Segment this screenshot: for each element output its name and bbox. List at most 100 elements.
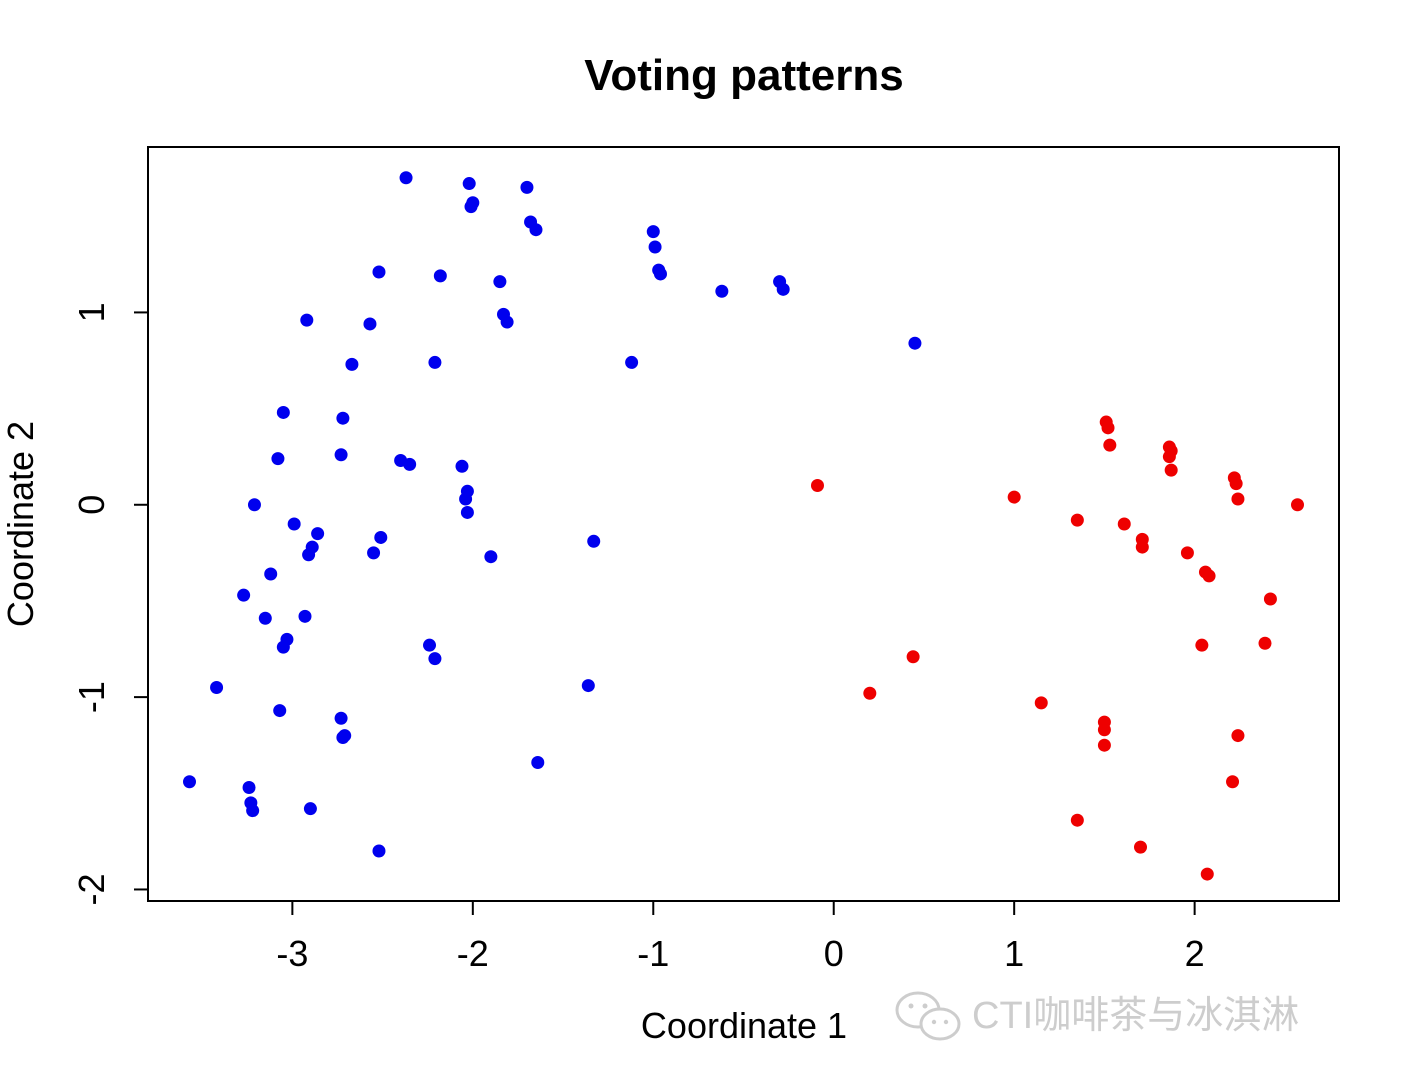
data-point (581, 679, 595, 693)
data-point (1034, 696, 1048, 710)
x-axis-label: Coordinate 1 (641, 1005, 847, 1046)
y-axis: -2 -1 0 1 (71, 302, 149, 905)
data-point (776, 282, 790, 296)
data-point (908, 336, 922, 350)
data-point (367, 546, 381, 560)
data-point (1101, 421, 1115, 435)
data-point (334, 711, 348, 725)
data-point (906, 650, 920, 664)
data-point (1231, 492, 1245, 506)
y-tick-label: -2 (71, 873, 112, 905)
data-point (338, 729, 352, 743)
data-point (493, 275, 507, 289)
data-point (459, 492, 473, 506)
watermark-text: CTI咖啡茶与冰淇淋 (972, 995, 1299, 1037)
data-point (334, 448, 348, 462)
data-point (1263, 592, 1277, 606)
data-point (298, 609, 312, 623)
y-tick-label: 1 (71, 302, 112, 322)
data-point (183, 775, 197, 789)
data-point (372, 265, 386, 279)
data-point (273, 704, 287, 718)
data-point (460, 505, 474, 519)
data-point (1162, 450, 1176, 464)
data-point (466, 196, 480, 210)
data-point (428, 652, 442, 666)
x-tick-label: -2 (457, 933, 489, 974)
data-point (500, 315, 514, 329)
data-point (1226, 775, 1240, 789)
data-point (646, 225, 660, 239)
data-point (1070, 813, 1084, 827)
y-tick-label: -1 (71, 681, 112, 713)
chart-title: Voting patterns (584, 51, 903, 100)
data-point (1135, 540, 1149, 554)
data-point (1202, 569, 1216, 583)
data-point (210, 680, 224, 694)
data-point (403, 457, 417, 471)
x-tick-label: -3 (276, 933, 308, 974)
data-point (1290, 498, 1304, 512)
data-point (303, 802, 317, 816)
data-point (648, 240, 662, 254)
data-point (1258, 636, 1272, 650)
plot-frame (147, 146, 1340, 902)
x-tick-label: -1 (637, 933, 669, 974)
data-point (242, 781, 256, 795)
data-point (484, 550, 498, 564)
data-point (531, 756, 545, 770)
x-axis: -3 -2 -1 0 1 2 (276, 900, 1205, 974)
y-tick-label: 0 (71, 495, 112, 515)
data-point (1097, 723, 1111, 737)
data-point (1070, 513, 1084, 527)
data-point (653, 267, 667, 281)
data-point (287, 517, 301, 531)
data-point (1195, 638, 1209, 652)
wechat-icon (895, 991, 961, 1041)
data-point (1231, 729, 1245, 743)
data-point (271, 452, 285, 466)
data-point (302, 548, 316, 562)
data-point (1117, 517, 1131, 531)
x-tick-label: 1 (1004, 933, 1024, 974)
data-point (311, 527, 325, 541)
data-point (529, 223, 543, 237)
data-point (399, 171, 413, 185)
data-point (423, 638, 437, 652)
data-point (363, 317, 377, 331)
data-point (1097, 738, 1111, 752)
x-tick-label: 0 (824, 933, 844, 974)
data-point (1164, 463, 1178, 477)
data-point (520, 180, 534, 194)
data-point (587, 534, 601, 548)
data-point (300, 313, 314, 327)
data-point (1134, 840, 1147, 854)
data-point (372, 844, 386, 858)
data-point (247, 498, 261, 512)
data-point (276, 640, 290, 654)
data-point (1103, 438, 1117, 452)
data-point (237, 588, 251, 602)
data-point (336, 411, 350, 425)
x-tick-label: 2 (1185, 933, 1205, 974)
data-point (345, 357, 359, 371)
data-point (258, 611, 272, 625)
data-point (276, 405, 290, 419)
data-point (374, 530, 388, 544)
data-point (715, 284, 729, 298)
data-point (264, 567, 278, 581)
data-point (1007, 490, 1021, 504)
data-point (1180, 546, 1194, 560)
data-point (1229, 477, 1243, 491)
data-point (462, 177, 476, 191)
data-point (428, 355, 442, 369)
data-point (863, 686, 877, 700)
data-point (1200, 867, 1214, 881)
data-point (455, 459, 469, 473)
watermark: CTI咖啡茶与冰淇淋 (895, 991, 1299, 1041)
data-point (246, 804, 260, 818)
y-axis-label: Coordinate 2 (0, 421, 41, 627)
data-point (433, 269, 447, 283)
data-point (625, 355, 639, 369)
